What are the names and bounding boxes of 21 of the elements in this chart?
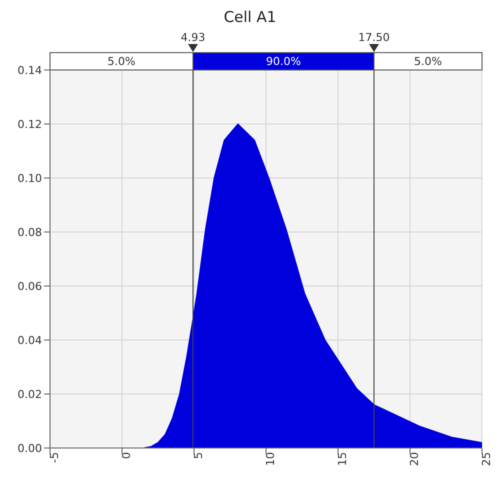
- text: 5.0%: [414, 55, 442, 68]
- y-tick-label: 0.06: [18, 280, 42, 293]
- y-tick-label: 0.14: [18, 64, 42, 77]
- x-tick-label: 0: [120, 452, 133, 459]
- x-tick-label: -5: [48, 452, 61, 463]
- ref-line-label: 4.93: [180, 31, 206, 44]
- x-tick-label: 25: [480, 452, 493, 466]
- y-tick-label: 0.02: [18, 388, 42, 401]
- x-tick-label: 20: [408, 452, 421, 466]
- x-tick-label: 15: [336, 452, 349, 466]
- chart-title: Cell A1: [222, 8, 278, 28]
- text: 90.0%: [266, 55, 301, 68]
- y-tick-label: 0.00: [18, 442, 42, 455]
- text: 5.0%: [108, 55, 136, 68]
- y-tick-label: 0.04: [18, 334, 42, 347]
- y-tick-label: 0.12: [18, 118, 42, 131]
- y-tick-label: 0.10: [18, 172, 42, 185]
- ref-line-label: 17.50: [358, 31, 390, 44]
- y-tick-label: 0.08: [18, 226, 42, 239]
- x-tick-label: 5: [192, 452, 205, 459]
- x-tick-label: 10: [264, 452, 277, 466]
